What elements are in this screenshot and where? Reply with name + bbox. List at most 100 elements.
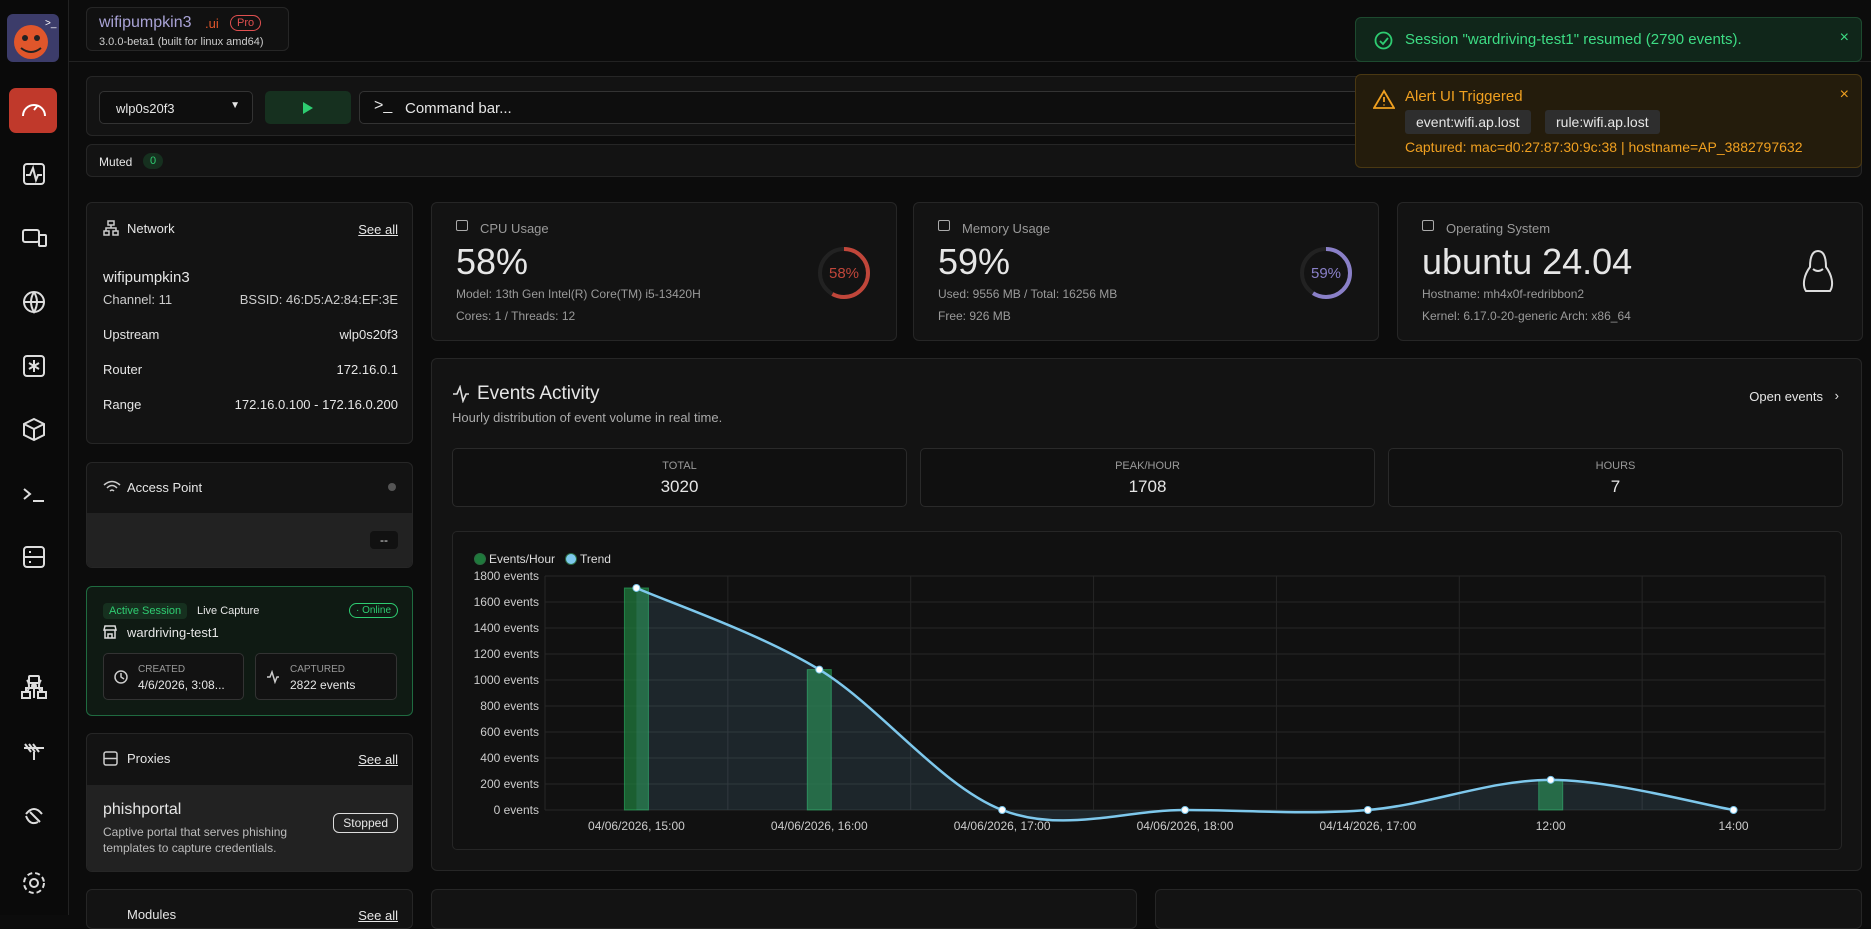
events-title: Events Activity [477,383,600,404]
x-tick-label: 04/06/2026, 17:00 [954,819,1051,833]
stat-label: PEAK/HOUR [1115,460,1180,472]
y-tick-label: 800 events [480,699,539,713]
svg-text:>_: >_ [45,18,57,29]
stat-label: TOTAL [662,460,697,472]
proxies-title: Proxies [127,751,171,766]
interface-select[interactable]: wlp0s20f3 ▼ [99,91,253,124]
x-tick-label: 04/06/2026, 16:00 [771,819,868,833]
trend-point [1181,806,1189,814]
card-detail: Free: 926 MB [938,309,1011,323]
open-events[interactable]: Open events [1749,389,1823,404]
logo: >_ [7,14,59,62]
proxy-name: phishportal [103,801,182,818]
gauge-label: 58% [829,265,859,282]
legend-label: Trend [580,552,611,566]
bar [623,587,649,811]
bssid: BSSID: 46:D5:A2:84:EF:3E [239,292,398,307]
alert-detail: Captured: mac=d0:27:87:30:9c:38 | hostna… [1405,139,1803,155]
see-all[interactable]: See all [358,752,398,767]
trend-point [632,583,641,592]
session-status: · Online [348,603,398,618]
trend-area [636,587,1734,821]
created: 4/6/2026, 3:08... [138,678,225,692]
gauge: 58% [818,247,870,299]
toast-close[interactable]: × [1839,29,1849,46]
x-tick-label: 12:00 [1536,819,1566,833]
network-title: Network [127,221,175,236]
version: 3.0.0-beta1 (built for linux amd64) [99,36,264,48]
trend-point [1546,775,1555,784]
ssid: wifipumpkin3 [103,269,190,286]
card-detail: Hostname: mh4x0f-redribbon2 [1422,287,1585,301]
events-chart: 0 events 200 events 400 events 600 events 80… [452,531,1842,850]
gauge-label: 59% [1311,265,1341,282]
y-tick-label: 1200 events [474,647,539,661]
nav-active[interactable] [9,88,57,133]
card-detail: Model: 13th Gen Intel(R) Core(TM) i5-134… [456,287,701,301]
card-title: CPU Usage [480,221,549,236]
card-detail: Kernel: 6.17.0-20-generic Arch: x86_64 [1422,309,1631,323]
alert-tag: event:wifi.ap.lost [1405,110,1531,134]
card-detail: Used: 9556 MB / Total: 16256 MB [938,287,1118,301]
card-value: 59% [938,241,1011,282]
bottom-card [1155,889,1862,929]
alert-close[interactable]: × [1839,86,1849,103]
events-icon [453,385,469,403]
alert-title: Alert UI Triggered [1405,88,1523,105]
card-icon [938,220,950,231]
play-button[interactable] [265,91,351,124]
memory-card: Memory Usage 59% Used: 9556 MB / Total: 16… [913,202,1379,341]
y-tick-label: 600 events [480,725,539,739]
command-placeholder: Command bar... [405,100,512,117]
card-icon [1422,220,1434,231]
card-value: ubuntu 24.04 [1422,241,1633,282]
cpu-card: CPU Usage 58% Model: 13th Gen Intel(R) Cor… [431,202,897,341]
card-title: Memory Usage [962,221,1051,236]
x-tick-label: 04/06/2026, 15:00 [588,819,685,833]
ap-value: -- [370,531,398,549]
caret: ▼ [230,100,240,111]
y-tick-label: 1600 events [474,595,539,609]
wifi-icon [103,480,121,492]
warning-icon [1373,89,1395,109]
brand-suffix: .ui [205,16,219,31]
nav-icons [21,104,47,894]
access-point-card: Access Point -- [86,462,413,568]
see-all[interactable]: See all [358,908,398,923]
stat-value: 7 [1610,477,1621,496]
y-tick-label: 1800 events [474,569,539,583]
bottom-card [431,889,1137,929]
stat-value: 1708 [1128,477,1167,496]
trend-point [1363,806,1372,814]
legend-label: Events/Hour [489,552,555,566]
toast-text: Session "wardriving-test1" resumed (2790… [1405,31,1742,48]
stat-label: HOURS [1595,460,1636,472]
captured-label: CAPTURED [290,664,346,675]
trend-point [998,806,1007,814]
proxy-status[interactable]: Stopped [333,813,398,833]
chevron: › [1834,388,1839,403]
divider [69,61,1871,62]
row-value: 172.16.0.1 [336,362,398,377]
see-all[interactable]: See all [358,222,398,237]
prompt-icon: >_ [374,97,393,114]
captured: 2822 events [290,678,356,692]
clock-icon [114,670,128,684]
toast-alert: Alert UI Triggered × event:wifi.ap.lost … [1355,74,1862,168]
sidebar: >_ [0,0,69,915]
captured-box: CAPTURED 2822 events [255,653,397,700]
legend-swatch [565,553,578,565]
y-tick-label: 1000 events [474,673,539,687]
trend-point [1729,806,1738,814]
card-icon [456,220,468,231]
created-label: CREATED [138,664,186,675]
tux-icon [1802,249,1834,292]
gauge: 59% [1300,247,1352,299]
brand-name: wifipumpkin3 [99,14,192,31]
stat-box: TOTAL 3020 [452,448,907,507]
activity-icon [267,670,279,684]
session-card: Active Session Live Capture · Online war… [86,586,413,716]
tux [1802,249,1834,292]
network-icon [103,220,119,236]
